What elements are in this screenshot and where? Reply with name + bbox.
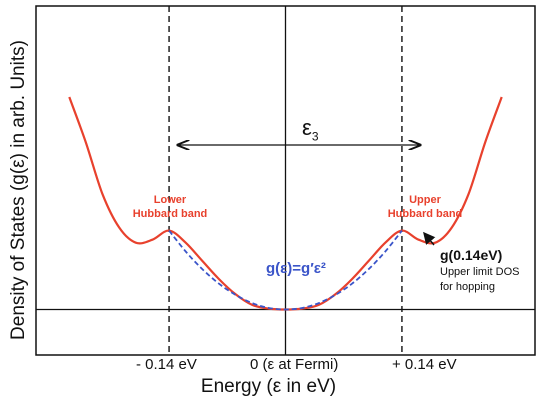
lower-hubbard-label: Lower Hubbard band (120, 193, 220, 221)
upper-limit-note: Upper limit DOS for hopping (440, 265, 519, 295)
upper-hubbard-line1: Upper (409, 194, 441, 206)
tick-label-neg014: - 0.14 eV (136, 356, 197, 373)
upper-hubbard-label: Upper Hubbard band (375, 193, 475, 221)
parabolic-fit-curve (168, 230, 403, 311)
upper-limit-line1: Upper limit DOS (440, 266, 520, 278)
tick-label-pos014: + 0.14 eV (392, 356, 457, 373)
lower-hubbard-line1: Lower (153, 194, 187, 206)
epsilon-subscript: 3 (311, 129, 319, 144)
epsilon-symbol: ε (302, 115, 312, 140)
g014-pointer (423, 231, 436, 246)
upper-hubbard-line2: Hubbard band (387, 208, 463, 220)
lower-hubbard-line2: Hubbard band (132, 208, 208, 220)
dos-equation: g(ε)=g′ε² (266, 260, 326, 277)
epsilon3-label: ε3 (302, 115, 319, 143)
x-axis-label: Energy (ε in eV) (200, 376, 337, 397)
upper-limit-line2: for hopping (440, 281, 496, 293)
tick-label-zero: 0 (ε at Fermi) (250, 356, 339, 373)
reference-lines (36, 6, 535, 355)
y-axis-label: Density of States (g(ε) in arb. Units) (8, 40, 29, 340)
g014-label: g(0.14eV) (440, 247, 503, 263)
